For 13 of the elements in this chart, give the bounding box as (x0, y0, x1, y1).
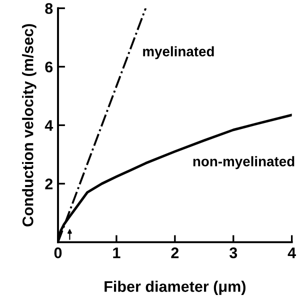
y-tick-label: 8 (45, 3, 53, 14)
x-axis-title: Fiber diameter (μm) (104, 280, 246, 295)
y-tick-label: 2 (45, 178, 53, 190)
y-tick-label: 4 (44, 120, 54, 131)
y-tick-label: 6 (45, 62, 53, 72)
x-tick-label: 4 (288, 248, 296, 258)
y-axis-title: Conduction velocity (m/sec) (22, 24, 36, 226)
x-tick-label: 0 (54, 247, 62, 258)
x-tick-label: 3 (229, 247, 238, 258)
annotation: non-myelinated (193, 156, 294, 170)
x-tick-label: 2 (171, 247, 179, 258)
x-tick-label: 1 (113, 248, 120, 258)
annotation: myelinated (143, 46, 214, 60)
